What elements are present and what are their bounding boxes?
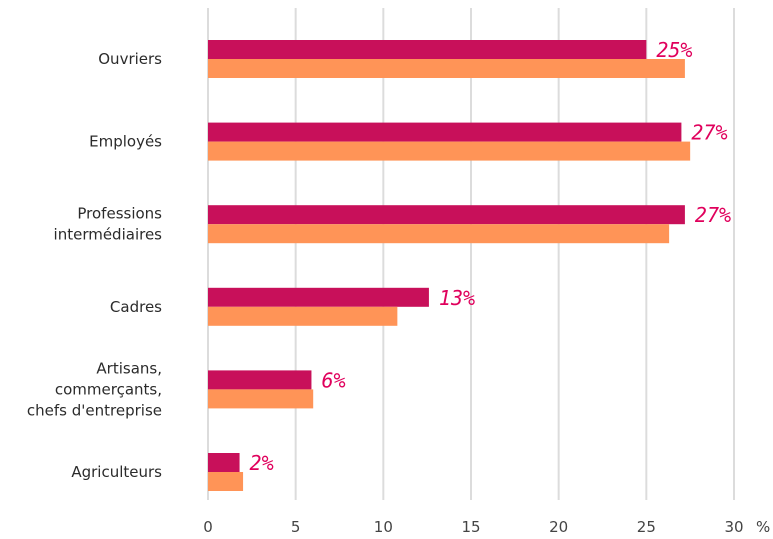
bar <box>208 453 240 472</box>
bar <box>208 59 685 78</box>
bar <box>208 224 670 244</box>
category-label: Professions intermédiaires <box>54 205 163 244</box>
category-label-line: intermédiaires <box>54 226 163 244</box>
x-tick-label: 25 <box>637 518 656 536</box>
data-labels: 25% 27% 27% 13% 6% 2% <box>250 38 731 475</box>
bar <box>208 141 691 161</box>
category-label: Ouvriers <box>98 50 162 68</box>
x-axis-unit: % <box>756 518 770 536</box>
x-tick-label: 10 <box>374 518 393 536</box>
category-label: Agriculteurs <box>71 463 162 481</box>
category-label: Employés <box>89 133 162 151</box>
data-label: 27% <box>691 121 727 145</box>
x-axis-ticks: 0 5 10 15 20 25 30 <box>203 518 743 536</box>
x-tick-label: 15 <box>461 518 480 536</box>
x-tick-label: 5 <box>291 518 301 536</box>
bar <box>208 370 312 390</box>
data-label: 13% <box>439 286 475 310</box>
category-label-line: chefs d'entreprise <box>27 401 162 419</box>
x-tick-label: 0 <box>203 518 213 536</box>
x-tick-label: 30 <box>724 518 743 536</box>
bar <box>208 389 314 409</box>
category-label: Cadres <box>110 298 162 316</box>
bar <box>208 40 647 59</box>
category-label-line: Employés <box>89 133 162 151</box>
category-label-line: Cadres <box>110 298 162 316</box>
data-label: 6% <box>321 368 345 392</box>
bars <box>208 40 691 491</box>
category-label-line: Agriculteurs <box>71 463 162 481</box>
data-label: 2% <box>250 451 274 475</box>
gridlines <box>207 8 735 500</box>
category-label-line: Artisans, <box>96 359 162 377</box>
bar <box>208 306 398 326</box>
data-label: 27% <box>695 203 731 227</box>
x-tick-label: 20 <box>549 518 568 536</box>
category-labels: Ouvriers Employés Professions intermédiaire… <box>27 50 162 481</box>
bar <box>208 472 244 491</box>
category-label-line: Professions <box>77 205 162 223</box>
category-label: Artisans, commerçants, chefs d'entreprise <box>27 359 162 419</box>
bar <box>208 205 685 225</box>
category-label-line: commerçants, <box>55 380 162 398</box>
category-label-line: Ouvriers <box>98 50 162 68</box>
bar <box>208 122 682 142</box>
bar <box>208 287 429 307</box>
data-label: 25% <box>656 38 692 62</box>
